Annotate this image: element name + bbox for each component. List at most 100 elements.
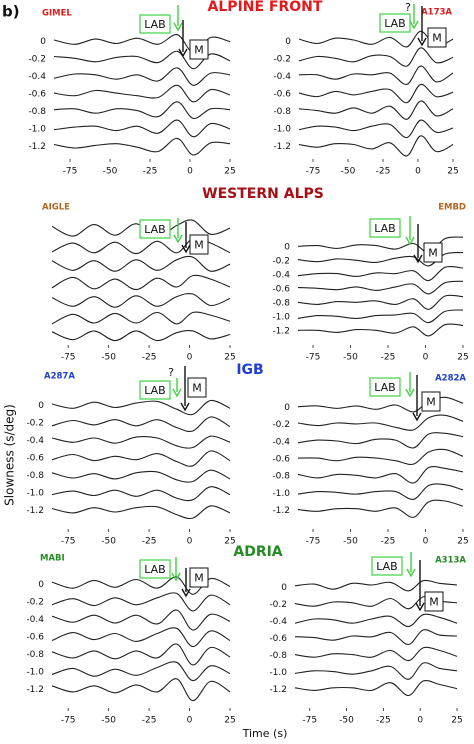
trace (298, 119, 454, 139)
trace (297, 414, 464, 431)
y-tick-label: -0.8 (28, 107, 46, 117)
trace (51, 416, 231, 432)
region-title: IGB (236, 362, 263, 378)
trace (297, 323, 464, 337)
station-label: AIGLE (42, 203, 70, 213)
trace (51, 678, 231, 702)
lab-box (139, 219, 171, 239)
x-tick-label: 0 (415, 167, 421, 177)
moho-box (421, 391, 441, 412)
y-tick-label: -0.4 (26, 436, 44, 446)
x-tick-label: -25 (381, 353, 396, 363)
y-tick-label: -0.6 (26, 633, 44, 643)
trace (297, 499, 464, 518)
trace (51, 627, 231, 648)
y-tick-label: -0.6 (269, 634, 287, 644)
trace (294, 629, 458, 646)
moho-label: M (194, 44, 204, 57)
lab-arrow-head (173, 22, 183, 32)
moho-arrow-head (180, 402, 190, 412)
x-tick-label: 0 (187, 716, 193, 726)
x-tick-label: 25 (457, 353, 468, 363)
lab-label: LAB (144, 384, 165, 397)
y-tick-label: -1.0 (26, 667, 44, 677)
y-tick-label: -1.2 (26, 506, 44, 516)
trace (51, 661, 231, 682)
x-tick-label: -50 (101, 716, 116, 726)
x-tick-label: 25 (451, 716, 462, 726)
x-tick-label: 0 (423, 353, 429, 363)
x-tick-label: -75 (63, 167, 78, 177)
y-tick-label: 0 (40, 37, 46, 47)
lab-label: LAB (374, 222, 395, 235)
y-tick-label: -0.4 (272, 437, 290, 447)
moho-arrow-head (417, 37, 427, 47)
trace (53, 84, 231, 103)
y-tick-label: -0.2 (26, 598, 44, 608)
y-tick-label: -1.2 (28, 142, 46, 152)
moho-label: M (428, 247, 438, 260)
y-tick-label: -0.2 (273, 55, 291, 65)
y-tick-label: -1.0 (272, 313, 290, 323)
y-tick-label: -0.6 (273, 90, 291, 100)
lab-box (369, 218, 401, 238)
x-tick-label: -75 (306, 537, 321, 547)
x-tick-label: -75 (302, 716, 317, 726)
y-axis-label: Slowness (s/deg) (3, 404, 17, 506)
moho-arrow-head (412, 412, 422, 422)
moho-box (424, 591, 444, 612)
y-tick-label: -1.0 (272, 489, 290, 499)
question-mark: ? (168, 366, 174, 379)
x-tick-label: -25 (376, 716, 391, 726)
lab-arrow-head (406, 568, 416, 578)
y-tick-label: -0.4 (272, 271, 290, 281)
y-tick-label: 0 (38, 580, 44, 590)
y-tick-label: -0.4 (269, 617, 287, 627)
y-tick-label: -0.4 (26, 615, 44, 625)
x-tick-label: -50 (343, 353, 358, 363)
trace (51, 255, 231, 272)
station-label: A173A (421, 8, 452, 18)
x-axis-label: Time (s) (242, 727, 288, 740)
y-tick-label: -0.8 (273, 107, 291, 117)
trace (53, 67, 231, 86)
trace (51, 274, 231, 291)
lab-arrow-head (171, 572, 181, 582)
trace (51, 486, 231, 502)
lab-box (139, 380, 171, 400)
lab-box (369, 377, 401, 397)
x-tick-label: -50 (343, 537, 358, 547)
lab-box (379, 13, 411, 33)
y-tick-label: -1.0 (273, 124, 291, 134)
x-tick-label: -75 (61, 537, 76, 547)
x-tick-label: -75 (61, 716, 76, 726)
trace (297, 294, 464, 310)
y-tick-label: -0.8 (26, 650, 44, 660)
y-tick-label: -0.8 (26, 471, 44, 481)
trace (51, 609, 231, 631)
x-tick-label: -25 (376, 167, 391, 177)
y-tick-label: -1.2 (26, 685, 44, 695)
trace (51, 329, 231, 342)
x-tick-label: 25 (224, 537, 235, 547)
x-tick-label: 0 (187, 537, 193, 547)
region-title: ALPINE FRONT (208, 0, 323, 15)
y-tick-label: -0.6 (272, 455, 290, 465)
y-tick-label: -0.8 (269, 651, 287, 661)
trace (298, 100, 454, 120)
x-tick-label: -25 (143, 167, 158, 177)
moho-arrow-head (181, 588, 191, 598)
x-tick-label: -25 (142, 353, 157, 363)
x-tick-label: -75 (61, 353, 76, 363)
station-label: GIMEL (42, 9, 72, 19)
x-tick-label: 0 (417, 716, 423, 726)
moho-box (427, 27, 447, 48)
x-tick-label: -50 (101, 537, 116, 547)
y-tick-label: 0 (284, 243, 290, 253)
y-tick-label: 0 (38, 401, 44, 411)
trace (294, 680, 458, 697)
trace (53, 50, 231, 70)
x-tick-label: -50 (103, 167, 118, 177)
y-tick-label: -1.0 (26, 488, 44, 498)
